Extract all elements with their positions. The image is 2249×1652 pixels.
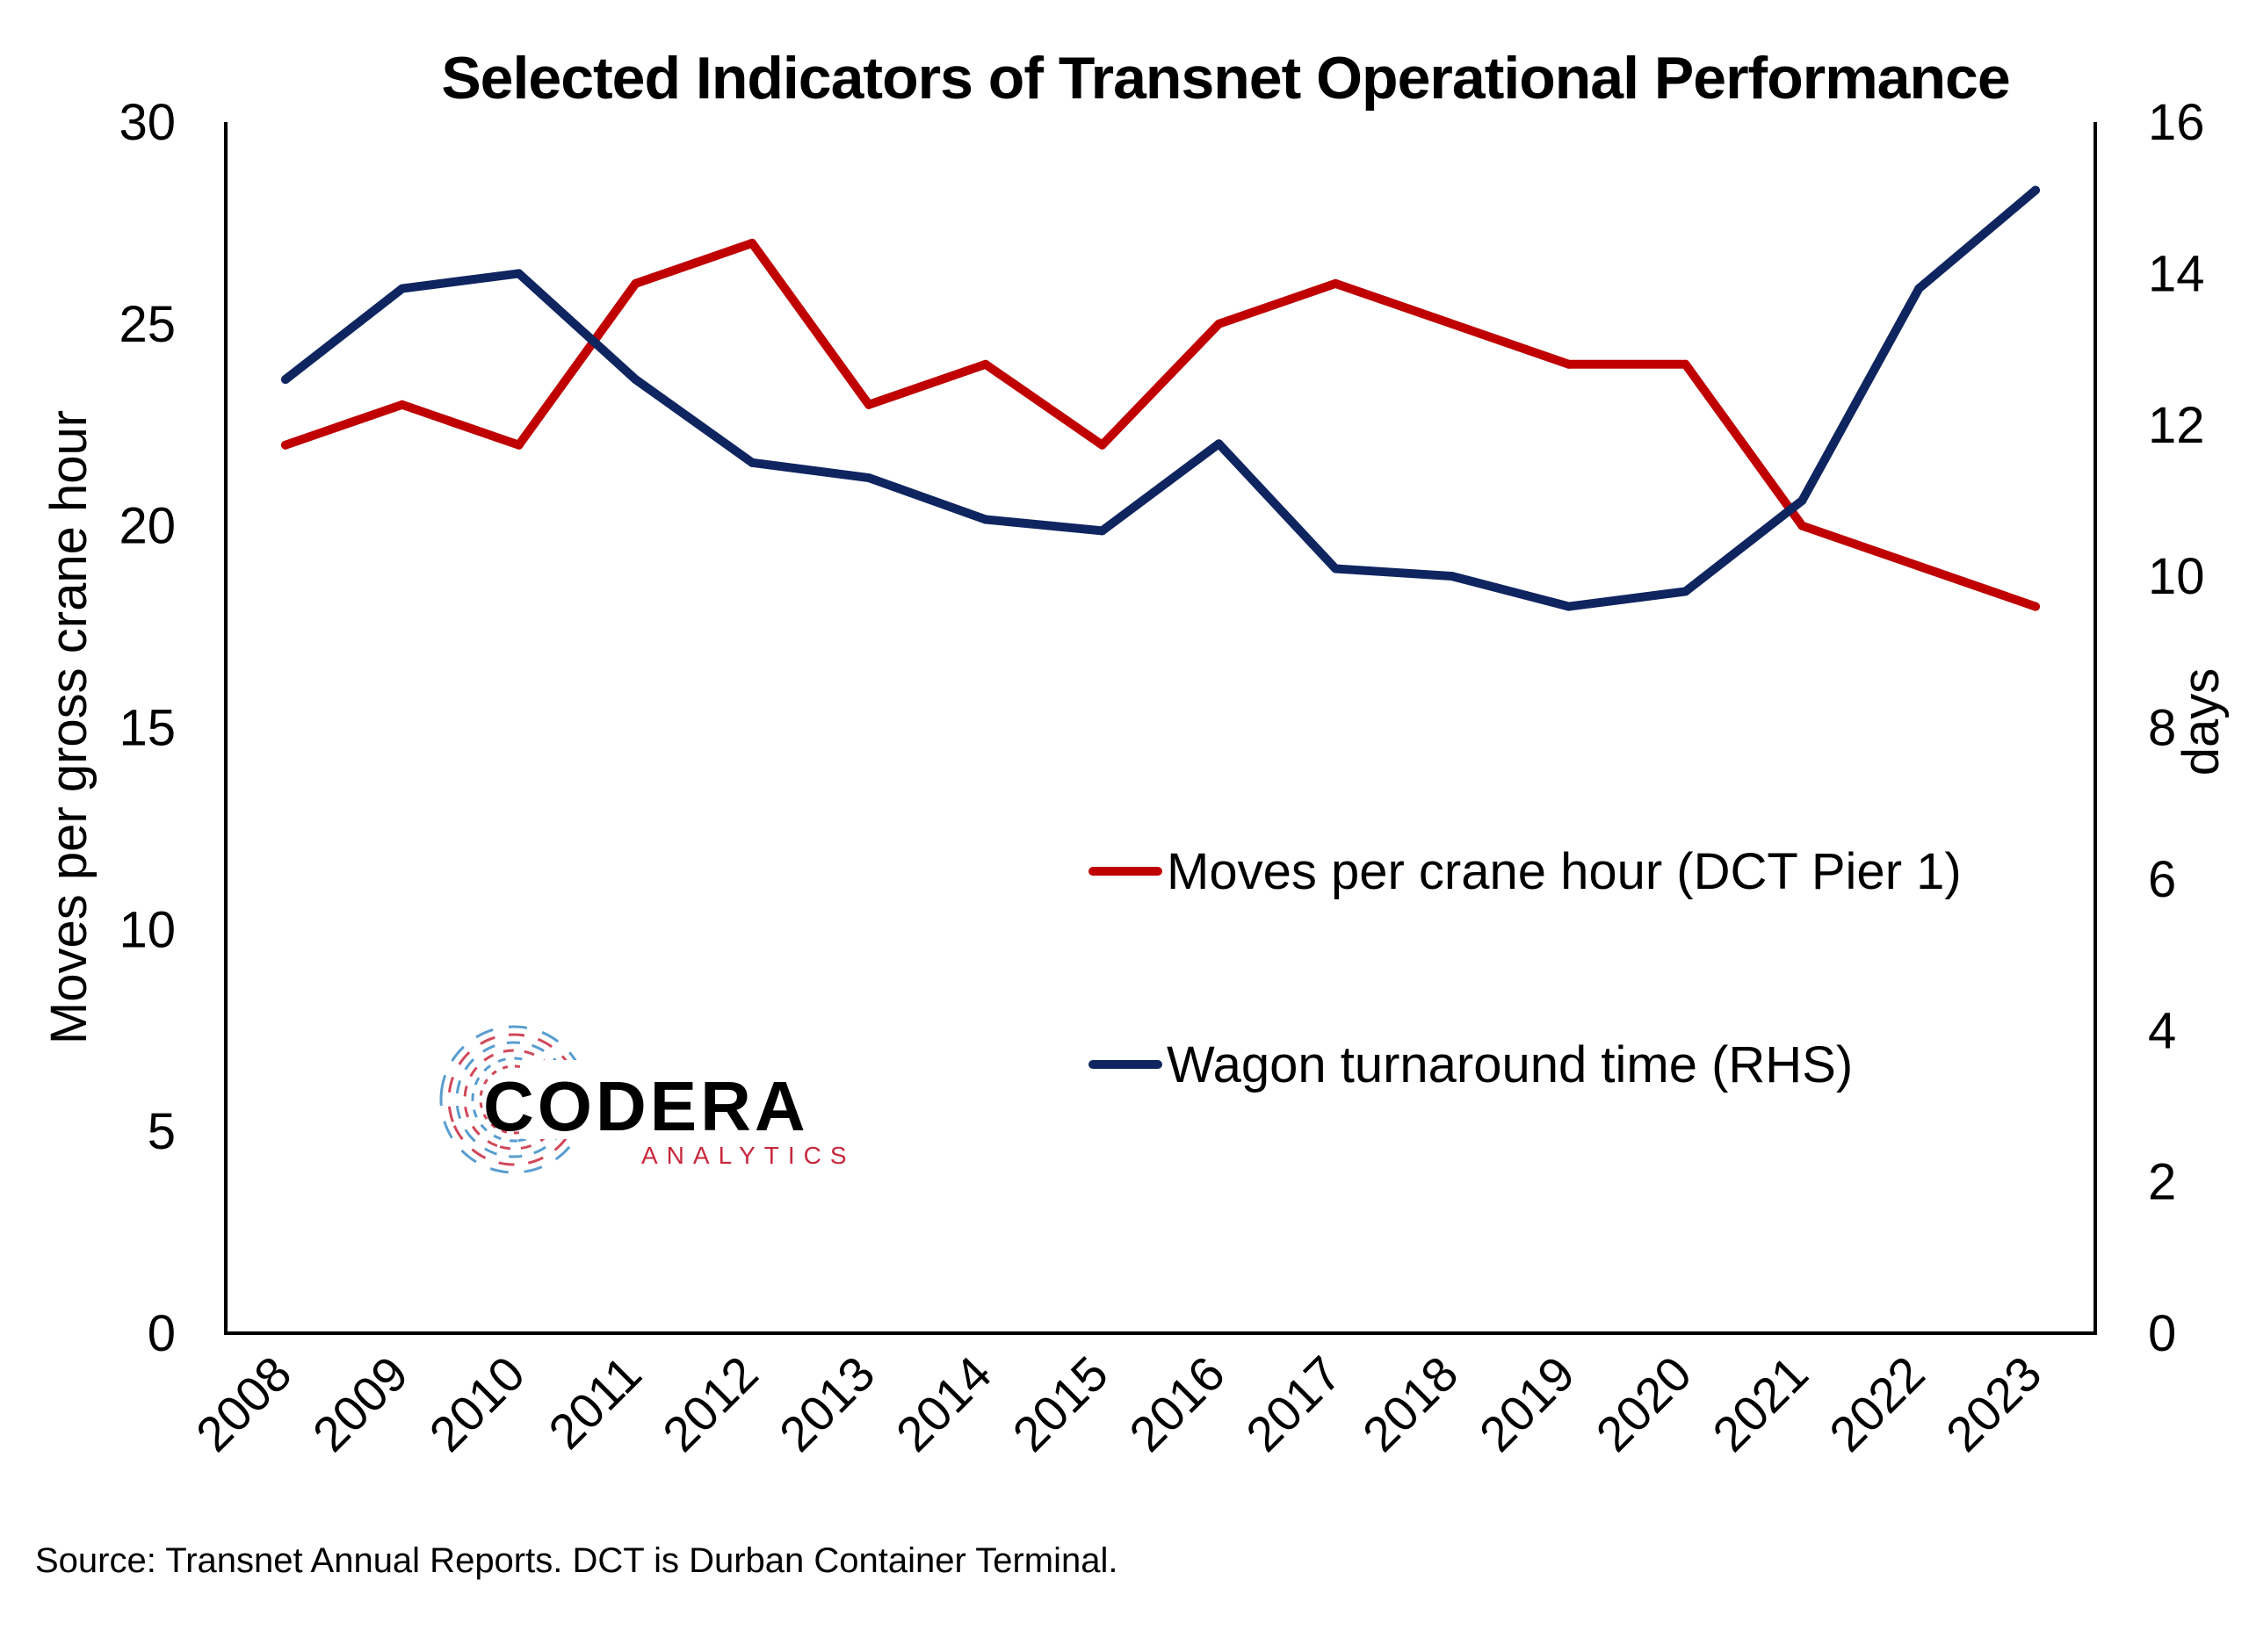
- x-tick-label: 2021: [1702, 1345, 1819, 1462]
- logo-arc: [447, 1033, 581, 1166]
- series-point-moves: [864, 400, 873, 409]
- logo-arc: [471, 1057, 557, 1143]
- left-y-tick-label: 25: [119, 296, 176, 353]
- series-point-moves: [748, 238, 757, 248]
- series-point-moves: [631, 278, 640, 288]
- codera-logo-tagline: ANALYTICS: [641, 1142, 856, 1169]
- series-point-moves: [1797, 521, 1807, 530]
- codera-logo-name: CODERA: [483, 1067, 809, 1145]
- x-tick-label: 2016: [1118, 1345, 1235, 1462]
- legend-label-moves: Moves per crane hour (DCT Pier 1): [1167, 843, 1962, 900]
- x-tick-label: 2020: [1585, 1345, 1702, 1462]
- series-point-moves: [1914, 561, 1924, 571]
- chart-title: Selected Indicators of Transnet Operatio…: [441, 45, 2009, 112]
- legend-label-wagon: Wagon turnaround time (RHS): [1167, 1036, 1853, 1093]
- right-y-tick-label: 14: [2148, 245, 2205, 302]
- source-note: Source: Transnet Annual Reports. DCT is …: [35, 1541, 1117, 1580]
- series-point-wagon: [1797, 495, 1807, 505]
- left-axis-title: Moves per gross crane hour: [40, 410, 98, 1044]
- x-tick-label: 2011: [538, 1345, 652, 1460]
- series-point-wagon: [748, 458, 757, 467]
- series-point-wagon: [631, 375, 640, 385]
- series-line-wagon: [281, 185, 2040, 611]
- series-point-moves: [1331, 278, 1341, 288]
- series-point-moves: [1564, 359, 1573, 369]
- x-tick-label: 2013: [769, 1345, 886, 1462]
- series-point-moves: [397, 400, 407, 409]
- right-axis-title: days: [2173, 668, 2230, 776]
- codera-logo: CODERA ANALYTICS: [439, 1025, 856, 1174]
- series-point-wagon: [514, 269, 524, 278]
- x-tick-labels: 2008 2009 2010 2011 2012 2013 2014 2015 2016 2017…: [185, 1345, 2052, 1462]
- series-point-moves: [1097, 440, 1107, 450]
- right-y-tick-label: 2: [2148, 1154, 2176, 1211]
- series-point-wagon: [1564, 602, 1573, 611]
- x-tick-label: 2017: [1235, 1345, 1352, 1462]
- right-y-tick-label: 10: [2148, 548, 2205, 605]
- series-point-moves: [281, 440, 290, 450]
- right-y-tick-label: 16: [2148, 94, 2205, 151]
- right-y-tick-labels: 0 2 4 6 8 10 12 14 16: [2148, 94, 2205, 1362]
- series-point-wagon: [397, 284, 407, 293]
- x-tick-label: 2014: [886, 1345, 1002, 1462]
- series-line-moves: [281, 238, 2040, 611]
- series-point-moves: [1681, 359, 1690, 369]
- series-point-wagon: [1681, 587, 1690, 596]
- left-y-tick-labels: 0 5 10 15 20 25 30: [119, 94, 176, 1362]
- series-point-moves: [1214, 319, 1224, 328]
- right-y-tick-label: 0: [2148, 1305, 2176, 1362]
- axes: [224, 122, 2097, 1335]
- x-tick-label: 2012: [652, 1345, 769, 1462]
- series-layer: [281, 185, 2040, 611]
- left-y-tick-label: 30: [119, 94, 176, 151]
- series-point-wagon: [1331, 564, 1341, 574]
- right-y-tick-label: 4: [2148, 1002, 2176, 1059]
- x-tick-label: 2023: [1935, 1345, 2052, 1462]
- x-tick-label: 2008: [185, 1345, 302, 1462]
- right-y-tick-label: 6: [2148, 851, 2176, 908]
- legend: Moves per crane hour (DCT Pier 1) Wagon …: [1088, 843, 1962, 1093]
- series-point-moves: [980, 359, 990, 369]
- series-point-wagon: [281, 375, 290, 385]
- series-point-wagon: [980, 515, 990, 524]
- x-tick-label: 2009: [302, 1345, 419, 1462]
- logo-arc: [463, 1049, 565, 1151]
- x-tick-label: 2018: [1352, 1345, 1469, 1462]
- series-point-wagon: [1914, 284, 1924, 293]
- x-tick-label: 2010: [418, 1345, 535, 1462]
- series-point-wagon: [1097, 526, 1107, 536]
- legend-item-wagon: Wagon turnaround time (RHS): [1088, 1036, 1853, 1093]
- series-point-moves: [2031, 602, 2040, 611]
- left-y-tick-label: 0: [148, 1305, 176, 1362]
- series-point-wagon: [2031, 185, 2040, 195]
- legend-item-moves: Moves per crane hour (DCT Pier 1): [1088, 843, 1962, 900]
- right-y-tick-label: 12: [2148, 397, 2205, 454]
- logo-arc-mask: [523, 1060, 602, 1139]
- logo-arc: [439, 1025, 589, 1174]
- x-tick-label: 2019: [1469, 1345, 1586, 1462]
- x-tick-label: 2022: [1819, 1345, 1935, 1462]
- left-y-tick-label: 5: [148, 1103, 176, 1160]
- series-point-moves: [1448, 319, 1457, 328]
- right-y-tick-label: 8: [2148, 700, 2176, 757]
- series-point-wagon: [864, 473, 873, 483]
- codera-logo-mark: [439, 1025, 602, 1174]
- left-y-tick-label: 15: [119, 700, 176, 757]
- series-point-moves: [514, 440, 524, 450]
- series-point-wagon: [1214, 439, 1224, 449]
- logo-arc: [455, 1041, 573, 1158]
- series-point-wagon: [1448, 572, 1457, 581]
- x-tick-label: 2015: [1002, 1345, 1118, 1462]
- left-y-tick-label: 10: [119, 901, 176, 958]
- left-y-tick-label: 20: [119, 498, 176, 555]
